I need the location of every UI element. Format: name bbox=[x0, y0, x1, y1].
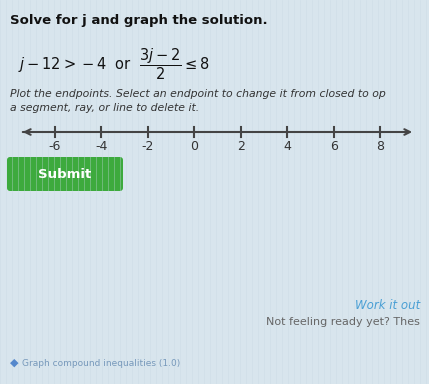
Text: 2: 2 bbox=[237, 140, 245, 153]
Text: -6: -6 bbox=[48, 140, 61, 153]
Text: a segment, ray, or line to delete it.: a segment, ray, or line to delete it. bbox=[10, 103, 199, 113]
Text: -4: -4 bbox=[95, 140, 108, 153]
Text: -2: -2 bbox=[142, 140, 154, 153]
Text: Not feeling ready yet? Thes: Not feeling ready yet? Thes bbox=[266, 317, 420, 327]
Text: 4: 4 bbox=[283, 140, 291, 153]
Text: ◆: ◆ bbox=[10, 358, 18, 368]
Text: 0: 0 bbox=[190, 140, 198, 153]
Text: 8: 8 bbox=[376, 140, 384, 153]
Text: 6: 6 bbox=[330, 140, 338, 153]
Text: $j - 12 > -4$  or  $\dfrac{3j-2}{2} \leq 8$: $j - 12 > -4$ or $\dfrac{3j-2}{2} \leq 8… bbox=[18, 46, 210, 81]
Text: Graph compound inequalities (1.0): Graph compound inequalities (1.0) bbox=[22, 359, 180, 368]
Text: Work it out: Work it out bbox=[355, 299, 420, 312]
Text: Submit: Submit bbox=[38, 167, 92, 180]
FancyBboxPatch shape bbox=[7, 157, 123, 191]
Text: Plot the endpoints. Select an endpoint to change it from closed to op: Plot the endpoints. Select an endpoint t… bbox=[10, 89, 386, 99]
Text: Solve for j and graph the solution.: Solve for j and graph the solution. bbox=[10, 14, 268, 27]
